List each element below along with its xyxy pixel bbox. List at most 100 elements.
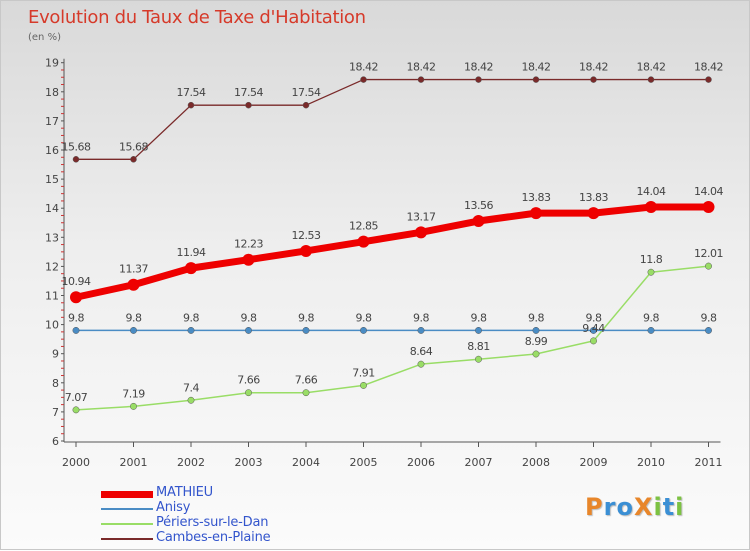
data-label: 7.07 [65,391,88,404]
data-label: 14.04 [694,185,723,198]
data-label: 9.8 [68,311,84,324]
series-line-cambes-en-plaine [75,78,710,160]
data-label: 18.42 [522,61,551,74]
data-point [417,326,425,334]
data-point [590,76,597,83]
data-label: 18.42 [349,61,378,74]
data-label: 17.54 [234,86,263,99]
x-tick-label: 2006 [407,456,435,469]
data-point [72,406,80,414]
data-label: 13.83 [522,191,551,204]
data-label: 18.42 [464,61,493,74]
data-point [647,268,655,276]
data-label: 14.04 [637,185,666,198]
data-label: 12.85 [349,220,378,233]
y-tick-label: 7 [52,406,59,419]
data-label: 9.44 [582,322,605,335]
chart-title: Evolution du Taux de Taxe d'Habitation [28,7,366,28]
data-point [417,76,425,83]
x-tick-label: 2000 [62,456,90,469]
x-tick-label: 2002 [177,456,205,469]
data-label: 10.94 [62,275,91,288]
legend-label: Cambes-en-Plaine [156,530,271,545]
x-tick-label: 2001 [120,456,148,469]
data-point [130,156,137,163]
legend-swatch [101,508,153,510]
data-point [127,278,140,291]
data-point [185,262,197,275]
legend-label: Périers-sur-le-Dan [156,515,269,530]
data-label: 15.68 [119,140,148,153]
data-point [705,262,712,270]
data-point [415,226,427,239]
data-label: 13.17 [407,210,436,223]
x-tick-label: 2008 [522,456,550,469]
data-point [300,244,312,257]
data-point [245,326,252,334]
data-label: 9.8 [413,311,429,324]
logo-letter: o [616,493,634,521]
y-tick-label: 13 [45,231,59,244]
x-tick-label: 2010 [637,456,665,469]
data-point [532,76,540,83]
data-point [475,76,482,83]
data-point [245,389,252,397]
data-label: 7.4 [183,381,199,394]
data-point [302,101,310,109]
data-label: 9.8 [586,311,602,324]
data-point [242,253,255,266]
data-point [130,326,137,334]
legend-swatch [101,523,153,525]
data-point [360,76,367,83]
x-tick-label: 2011 [695,456,723,469]
data-point [187,101,195,109]
data-label: 7.66 [295,374,318,387]
data-point [130,402,137,410]
data-point [475,326,482,334]
logo-letter: t [662,493,676,521]
data-label: 11.8 [640,253,663,266]
data-label: 18.42 [407,61,436,74]
data-point [360,326,367,334]
data-label: 8.64 [410,345,433,358]
data-point [70,291,82,304]
data-label: 12.23 [234,238,263,251]
data-point [532,350,540,358]
series-line-p-riers-sur-le-dan [75,265,710,411]
x-tick-label: 2004 [292,456,320,469]
data-point [475,355,482,363]
data-label: 11.94 [177,246,206,259]
data-label: 11.37 [119,263,148,276]
y-tick-label: 8 [52,377,59,390]
data-point [587,207,600,220]
data-label: 18.42 [579,61,608,74]
data-point [590,326,597,334]
data-label: 9.8 [298,311,314,324]
data-label: 7.91 [352,366,375,379]
y-tick-label: 10 [45,319,59,332]
data-label: 9.8 [471,311,487,324]
data-point [302,389,310,397]
data-point [417,360,425,368]
data-point [360,381,367,389]
data-label: 13.56 [464,199,493,212]
data-label: 18.42 [637,61,666,74]
data-point [472,215,485,228]
data-label: 8.81 [467,340,490,353]
data-point [530,207,542,220]
data-point [645,201,657,214]
data-label: 18.42 [694,61,723,74]
data-label: 15.68 [62,140,91,153]
data-point [705,326,712,334]
data-point [357,235,370,248]
data-label: 12.53 [292,229,321,242]
data-point [705,76,712,83]
data-point [187,396,195,404]
x-tick-label: 2005 [350,456,378,469]
y-tick-label: 18 [45,86,59,99]
data-label: 7.66 [237,374,260,387]
logo-letter: i [653,493,663,521]
data-point [72,326,80,334]
